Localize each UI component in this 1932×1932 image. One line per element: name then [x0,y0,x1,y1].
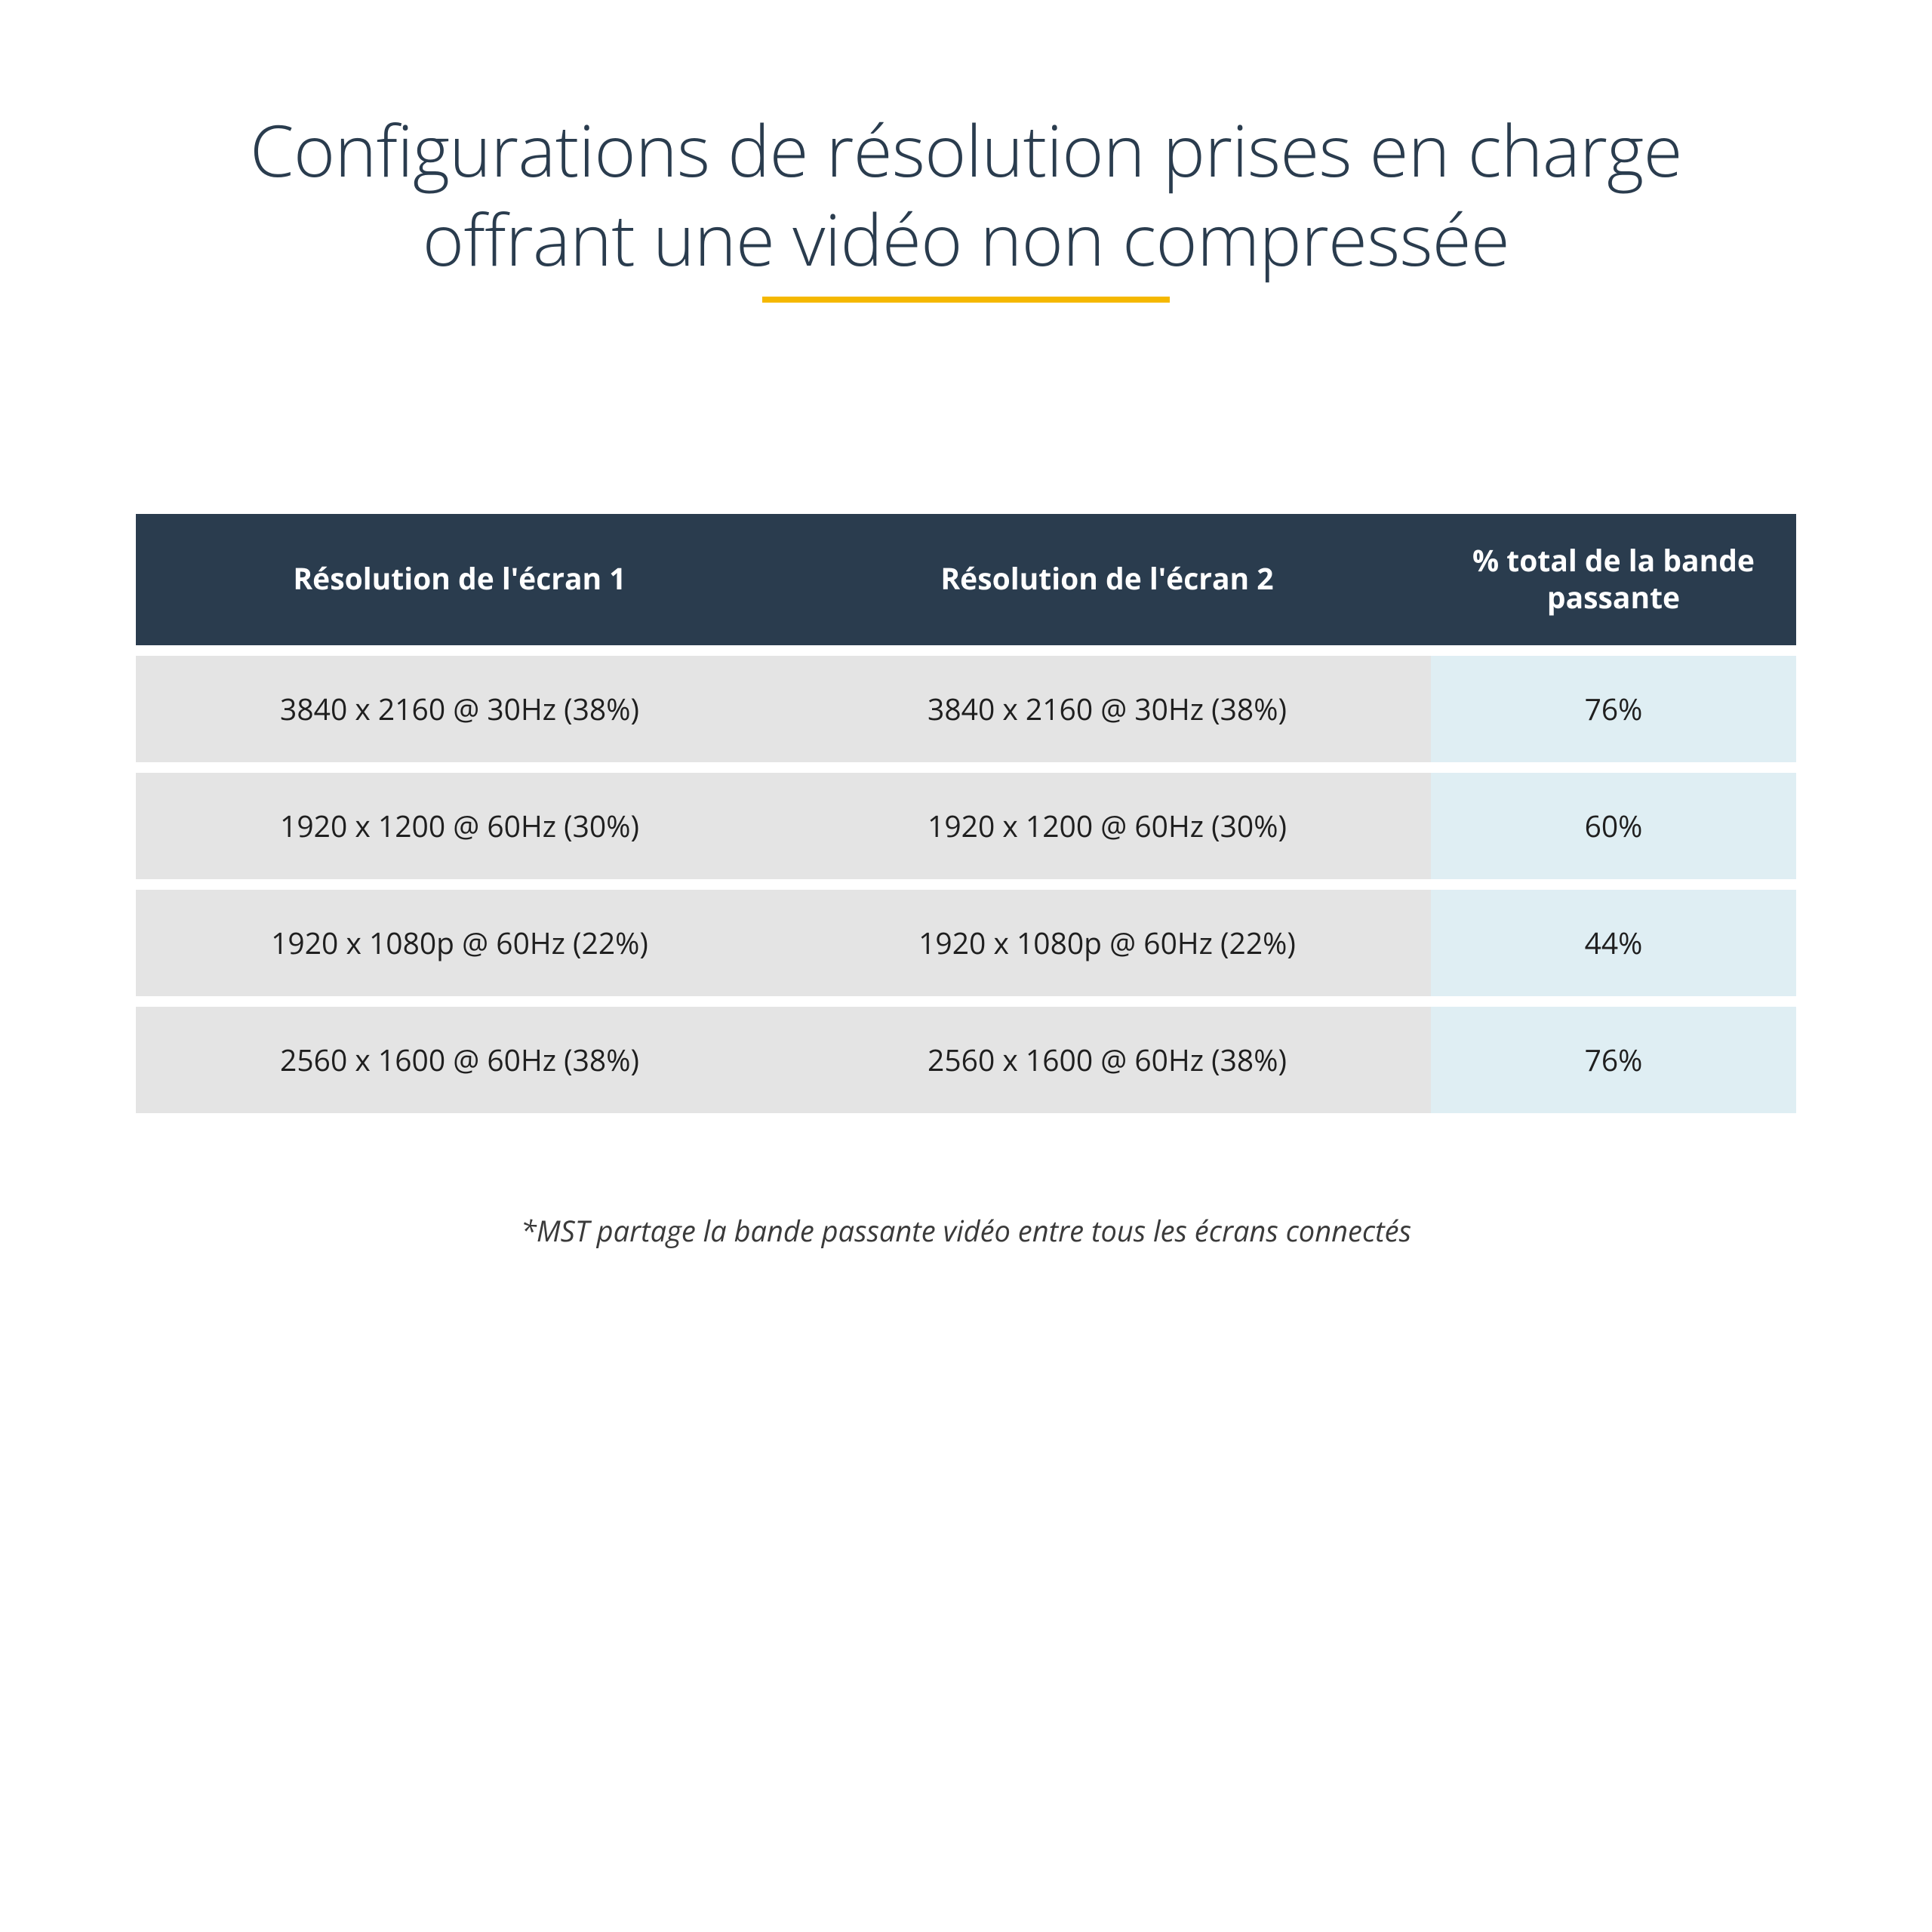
cell-resolution-2: 1920 x 1080p @ 60Hz (22%) [783,890,1431,996]
cell-resolution-1: 1920 x 1200 @ 60Hz (30%) [136,773,783,879]
cell-resolution-2: 2560 x 1600 @ 60Hz (38%) [783,1007,1431,1113]
title-block: Configurations de résolution prises en c… [136,106,1796,303]
cell-resolution-2: 3840 x 2160 @ 30Hz (38%) [783,656,1431,762]
header-col-resolution-1: Résolution de l'écran 1 [136,514,783,645]
cell-resolution-1: 2560 x 1600 @ 60Hz (38%) [136,1007,783,1113]
footnote: *MST partage la bande passante vidéo ent… [136,1211,1796,1251]
title-underline [762,297,1170,303]
table-row: 3840 x 2160 @ 30Hz (38%) 3840 x 2160 @ 3… [136,656,1796,762]
resolution-table: Résolution de l'écran 1 Résolution de l'… [136,514,1796,1113]
table-row: 1920 x 1200 @ 60Hz (30%) 1920 x 1200 @ 6… [136,773,1796,879]
cell-bandwidth: 76% [1431,656,1796,762]
title-line-1: Configurations de résolution prises en c… [250,101,1682,198]
table-row: 2560 x 1600 @ 60Hz (38%) 2560 x 1600 @ 6… [136,1007,1796,1113]
cell-resolution-1: 3840 x 2160 @ 30Hz (38%) [136,656,783,762]
table-row: 1920 x 1080p @ 60Hz (22%) 1920 x 1080p @… [136,890,1796,996]
cell-bandwidth: 44% [1431,890,1796,996]
cell-resolution-2: 1920 x 1200 @ 60Hz (30%) [783,773,1431,879]
table-header-row: Résolution de l'écran 1 Résolution de l'… [136,514,1796,645]
cell-bandwidth: 60% [1431,773,1796,879]
title-line-2: offrant une vidéo non compressée [423,190,1509,287]
header-col-resolution-2: Résolution de l'écran 2 [783,514,1431,645]
header-col-bandwidth: % total de la bande passante [1431,514,1796,645]
page-container: Configurations de résolution prises en c… [0,0,1932,1251]
page-title: Configurations de résolution prises en c… [136,106,1796,283]
cell-bandwidth: 76% [1431,1007,1796,1113]
cell-resolution-1: 1920 x 1080p @ 60Hz (22%) [136,890,783,996]
